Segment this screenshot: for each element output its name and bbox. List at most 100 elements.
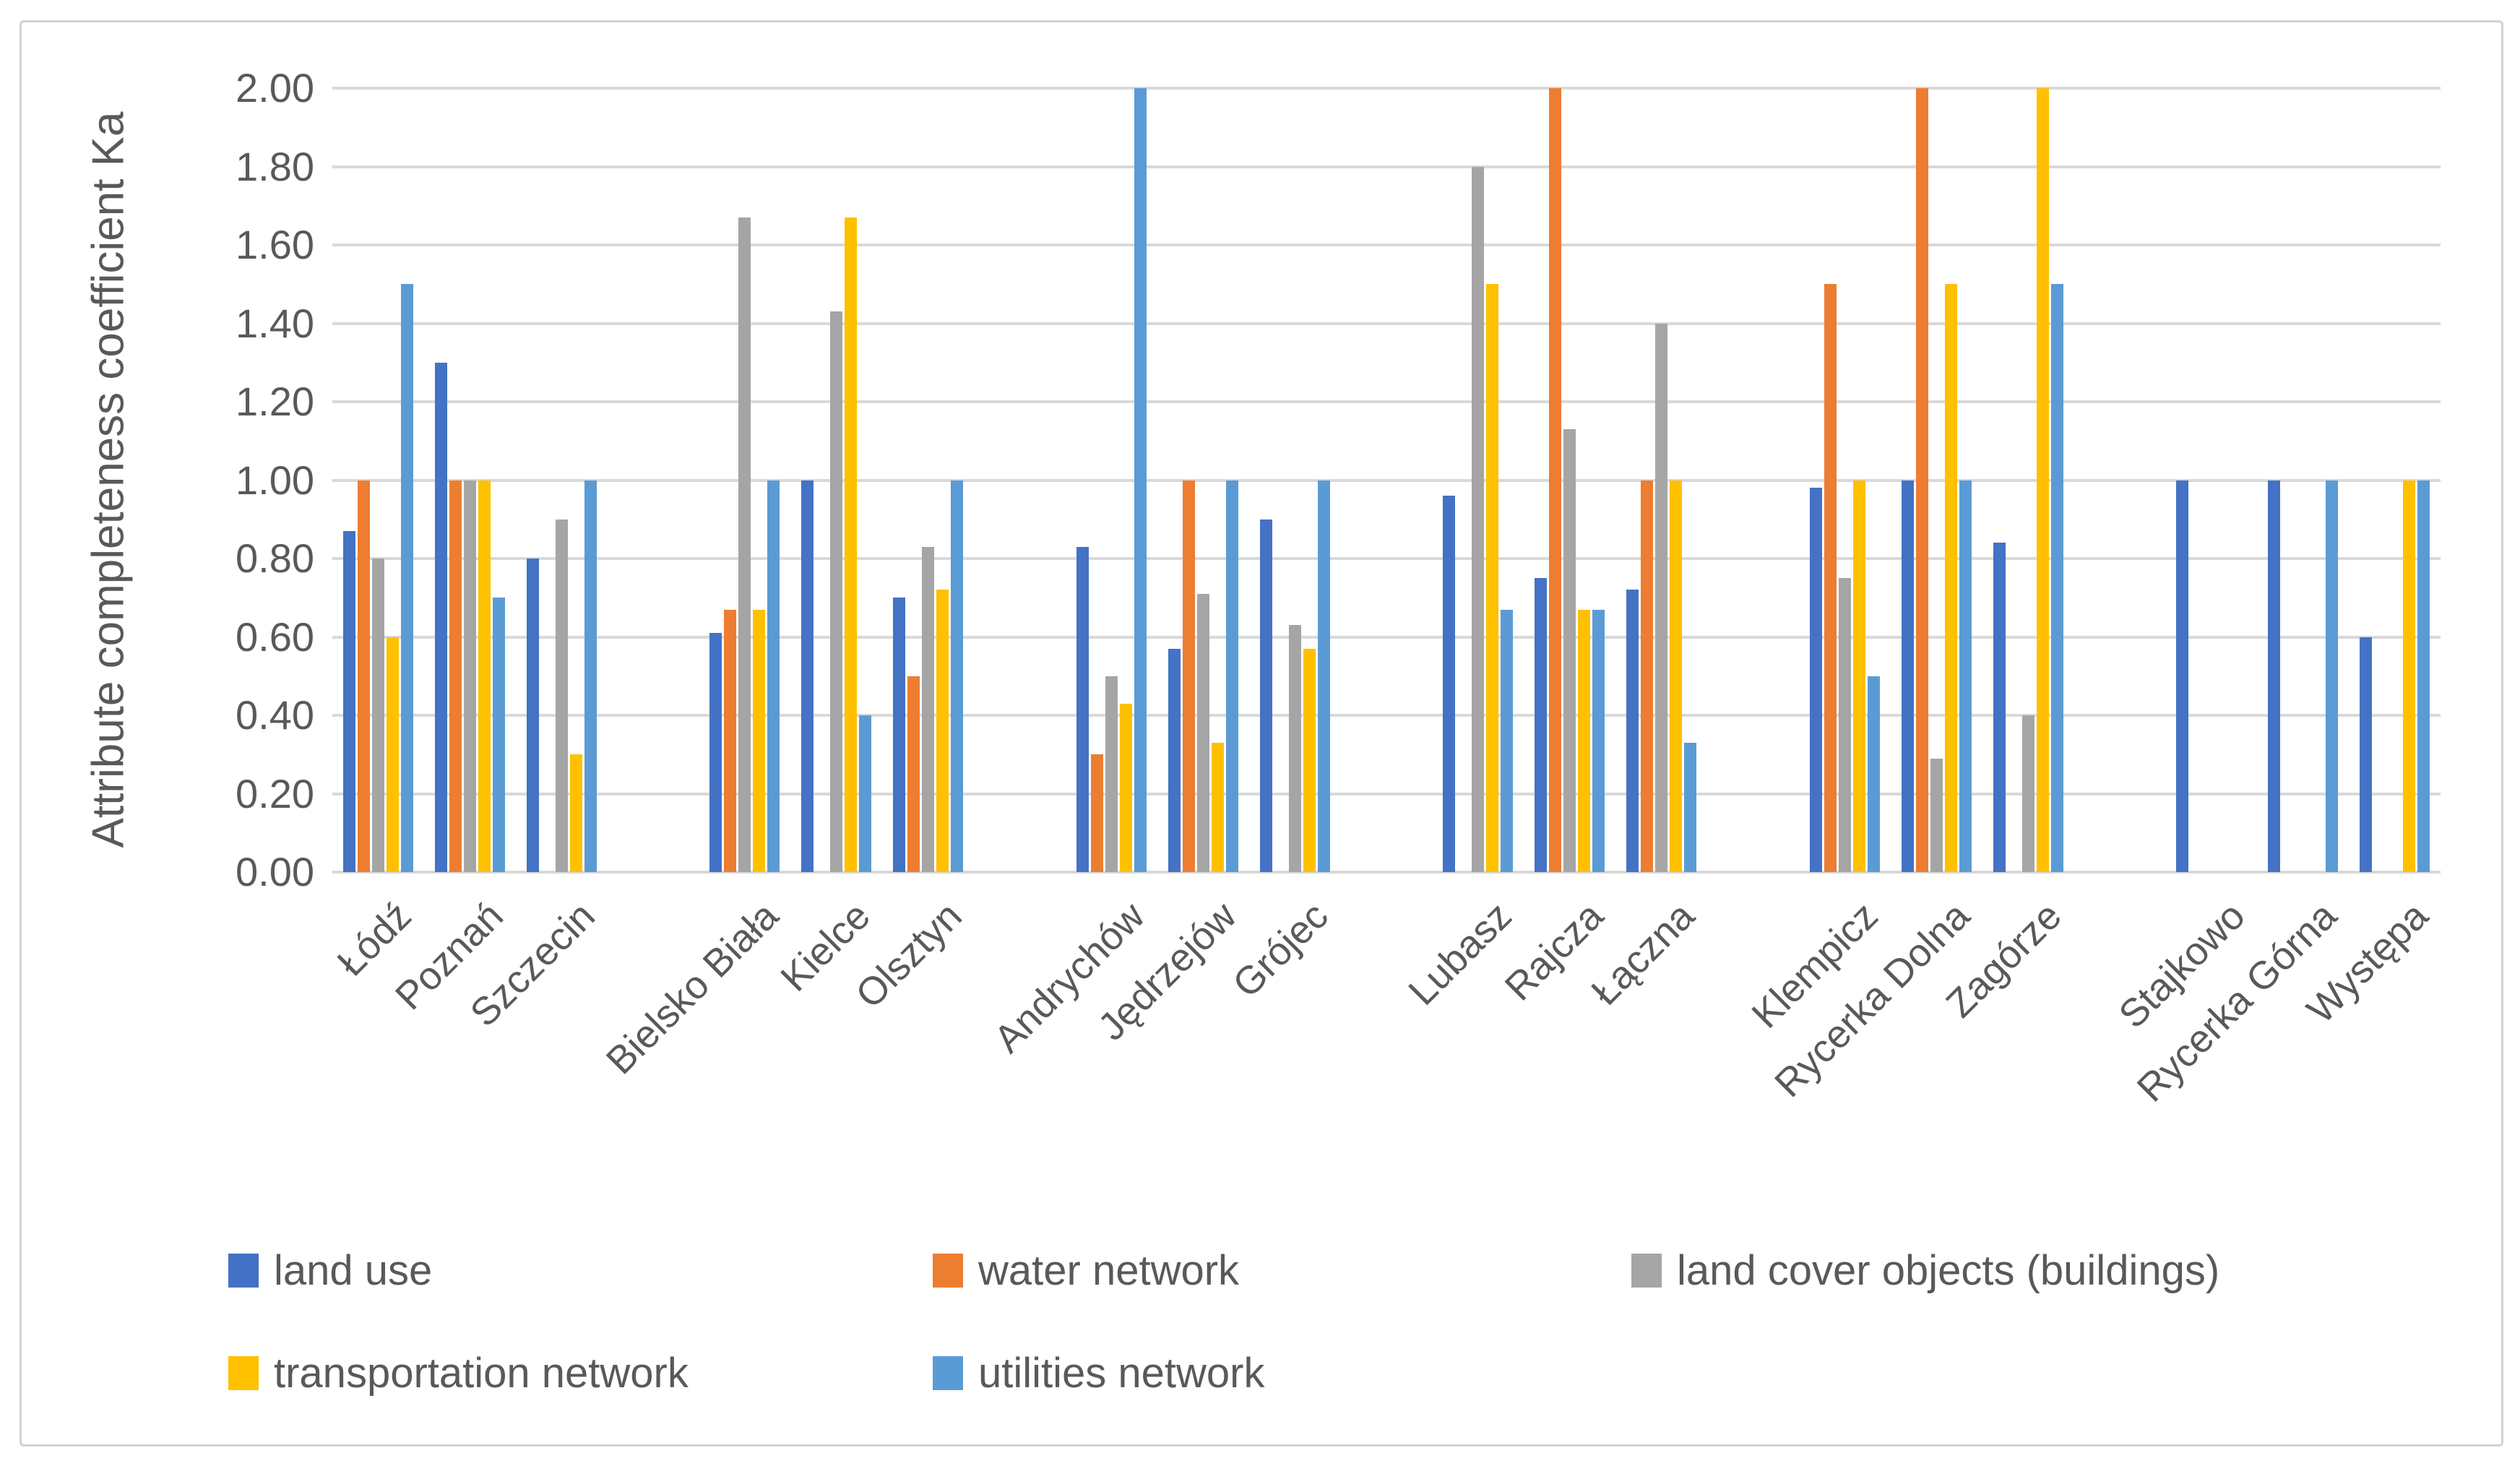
bar [1626, 590, 1639, 872]
bar [1535, 578, 1548, 872]
bar [1578, 609, 1591, 872]
bar [1317, 480, 1330, 872]
bar [1592, 609, 1605, 872]
bar [1641, 480, 1654, 872]
legend-swatch-icon [933, 1253, 963, 1288]
bar [845, 217, 858, 872]
y-axis-tick: 0.40 [236, 692, 314, 738]
chart-border [20, 20, 2503, 1446]
bar [434, 362, 447, 872]
bar [1501, 609, 1514, 872]
bar [1684, 742, 1697, 872]
bar [801, 480, 814, 872]
bar [449, 480, 462, 872]
gridline [332, 322, 2441, 325]
bar [709, 633, 722, 872]
bar [893, 598, 906, 872]
bar [400, 284, 413, 872]
bar [1196, 593, 1209, 872]
legend-item-transportation-network: transportation network [228, 1350, 689, 1397]
bar [1655, 323, 1668, 872]
y-axis-tick: 2.00 [236, 65, 314, 111]
bar [1824, 284, 1837, 872]
bar [2360, 637, 2373, 872]
bar [1852, 480, 1865, 872]
legend-label: water network [978, 1246, 1240, 1294]
legend-label: land cover objects (buildings) [1677, 1246, 2220, 1294]
y-axis-tick: 1.00 [236, 457, 314, 503]
legend-swatch-icon [228, 1253, 259, 1288]
bar [584, 480, 597, 872]
bar [526, 559, 539, 872]
gridline [332, 557, 2441, 560]
bar [2036, 88, 2049, 872]
gridline [332, 165, 2441, 168]
y-axis-tick: 1.40 [236, 300, 314, 346]
bar [386, 637, 399, 872]
y-axis-tick: 0.60 [236, 613, 314, 660]
bar [1443, 496, 1456, 872]
bar [767, 480, 780, 872]
legend-item-utilities-network: utilities network [933, 1349, 1265, 1397]
bar [724, 609, 737, 872]
y-axis-tick: 0.20 [236, 770, 314, 816]
bar [2326, 480, 2339, 872]
bar [1134, 88, 1147, 872]
bar [357, 480, 370, 872]
legend-label: utilities network [978, 1349, 1265, 1397]
bar [2176, 480, 2189, 872]
bar [2050, 284, 2063, 872]
bar [1090, 754, 1103, 872]
bar [830, 311, 843, 872]
bar [1486, 284, 1499, 872]
gridline [332, 478, 2441, 482]
bar [1288, 625, 1301, 872]
bar [951, 480, 964, 872]
bar [371, 559, 384, 872]
bar [1225, 480, 1238, 872]
bar [1563, 428, 1576, 872]
legend-swatch-icon [228, 1355, 259, 1390]
gridline [332, 243, 2441, 246]
bar [1993, 543, 2006, 872]
y-axis-tick: 0.00 [236, 849, 314, 894]
y-axis-tick: 0.80 [236, 535, 314, 581]
gridline [332, 792, 2441, 795]
legend-item-land-cover-objects-buildings: land cover objects (buildings) [1631, 1246, 2220, 1294]
bar [1809, 488, 1822, 872]
bar [2021, 715, 2034, 872]
bar [569, 754, 582, 872]
bar [2403, 480, 2416, 872]
bar [1182, 480, 1195, 872]
bar [1472, 166, 1485, 872]
bar [1119, 703, 1132, 872]
legend-label: land use [274, 1246, 433, 1294]
y-axis-tick: 1.80 [236, 143, 314, 189]
gridline [332, 635, 2441, 639]
bar [1944, 284, 1957, 872]
bar [1211, 742, 1224, 872]
bar [1670, 480, 1683, 872]
bar [1838, 578, 1851, 872]
x-axis-line [332, 871, 2441, 874]
bar [492, 598, 505, 872]
legend-swatch-icon [933, 1355, 963, 1390]
bar [859, 715, 872, 872]
y-axis-title: Attribute completeness coefficient Ka [83, 111, 134, 848]
gridline [332, 714, 2441, 717]
bar [1259, 519, 1272, 872]
bar [753, 609, 766, 872]
bar [1915, 88, 1928, 872]
y-axis-tick: 1.20 [236, 379, 314, 424]
bar [1303, 648, 1316, 872]
bar [738, 217, 751, 872]
bar [1901, 480, 1914, 872]
legend-item-land-use: land use [228, 1246, 433, 1294]
bar [1959, 480, 1972, 872]
legend-item-water-network: water network [933, 1246, 1240, 1294]
bar [463, 480, 476, 872]
bar [936, 590, 949, 872]
bar [1168, 648, 1181, 872]
bar [1549, 88, 1562, 872]
